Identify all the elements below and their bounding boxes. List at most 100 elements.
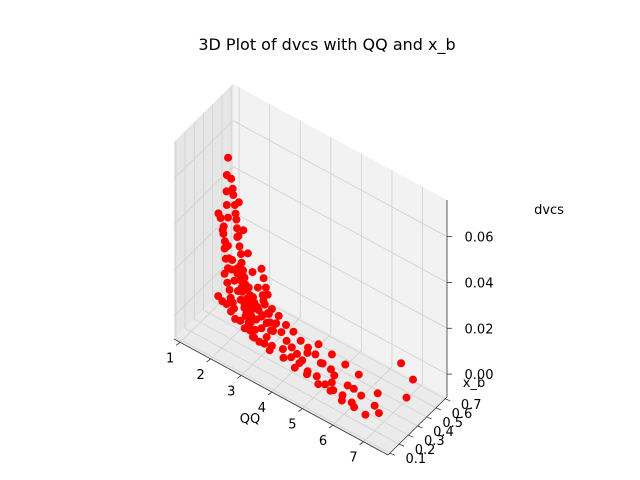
x-tick-mark xyxy=(298,408,303,412)
data-point xyxy=(278,345,287,354)
data-point xyxy=(233,233,242,241)
x-tick-label: 5 xyxy=(288,418,296,433)
data-point xyxy=(263,290,272,299)
data-point xyxy=(266,318,274,327)
data-point xyxy=(287,343,296,352)
data-point xyxy=(237,250,245,259)
y-tick-label: 0.2 xyxy=(415,443,436,458)
x-tick-mark xyxy=(237,375,242,379)
data-point xyxy=(253,283,262,292)
data-point xyxy=(303,348,312,357)
back-pane xyxy=(233,84,447,397)
data-point xyxy=(248,268,257,277)
data-point xyxy=(247,311,256,320)
data-point xyxy=(242,285,251,294)
data-point xyxy=(228,256,237,264)
data-point xyxy=(233,224,241,233)
data-point xyxy=(223,278,232,287)
data-point xyxy=(224,153,233,162)
z-axis-label: dvcs xyxy=(534,203,564,218)
data-point xyxy=(236,316,245,325)
z-gridline xyxy=(232,120,448,238)
data-point xyxy=(269,327,278,336)
z-tick-label: 0.04 xyxy=(465,276,494,291)
data-point xyxy=(326,365,335,374)
z-gridline xyxy=(173,120,234,179)
data-point xyxy=(260,339,269,348)
z-gridline xyxy=(173,257,234,317)
y-tick-mark xyxy=(435,407,442,411)
data-point xyxy=(224,213,232,222)
data-point xyxy=(257,324,266,333)
data-point xyxy=(227,307,235,316)
data-point xyxy=(229,191,238,199)
y-tick-mark xyxy=(445,398,451,402)
data-point xyxy=(327,350,336,359)
data-point xyxy=(314,340,323,349)
z-gridline xyxy=(232,257,448,375)
y-tick-label: 0.7 xyxy=(461,398,482,413)
y-tick-mark xyxy=(398,443,405,447)
data-point xyxy=(347,398,356,407)
x-tick-label: 1 xyxy=(166,351,174,366)
data-point xyxy=(370,401,379,410)
data-point xyxy=(316,359,325,367)
x-tick-mark xyxy=(267,391,273,396)
data-point xyxy=(272,319,281,328)
y-gridline xyxy=(175,336,391,454)
data-point xyxy=(402,393,411,402)
data-point xyxy=(239,272,248,281)
data-point xyxy=(257,264,266,273)
z-gridline xyxy=(173,211,234,271)
data-point xyxy=(218,226,227,234)
data-point xyxy=(265,346,274,355)
data-point xyxy=(374,409,383,418)
chart-title: 3D Plot of dvcs with QQ and x_b xyxy=(198,35,455,55)
data-point xyxy=(239,226,248,235)
data-point xyxy=(409,375,417,384)
y-tick-label: 0.6 xyxy=(452,407,473,422)
z-tick-label: 0.06 xyxy=(465,231,494,246)
data-point xyxy=(244,318,253,327)
data-point xyxy=(246,305,255,314)
data-point xyxy=(260,300,269,309)
data-point xyxy=(343,381,352,390)
data-point xyxy=(222,300,231,308)
data-point xyxy=(330,371,339,380)
y-tick-mark xyxy=(426,416,432,420)
x-tick-mark xyxy=(175,341,181,346)
x-axis-line xyxy=(173,338,389,456)
y-tick-mark xyxy=(417,425,423,429)
y-tick-label: 0.3 xyxy=(424,434,445,449)
data-point xyxy=(287,353,296,362)
y-tick-label: 0.1 xyxy=(406,452,427,467)
x-tick-label: 3 xyxy=(227,384,235,399)
y-tick-mark xyxy=(389,452,395,456)
data-point xyxy=(296,336,305,345)
y-gridline xyxy=(194,318,409,436)
x-tick-label: 7 xyxy=(349,451,357,466)
data-point xyxy=(289,327,298,336)
y-gridline xyxy=(184,327,400,445)
y-axis-label: x_b xyxy=(463,376,485,391)
data-point xyxy=(220,269,229,278)
data-point xyxy=(230,276,239,285)
data-point xyxy=(235,242,244,251)
data-point xyxy=(314,380,323,389)
x-tick-mark xyxy=(359,441,364,446)
x-tick-mark xyxy=(206,358,211,363)
data-point xyxy=(311,350,320,359)
x-axis-label: QQ xyxy=(240,412,260,427)
data-point xyxy=(253,302,262,311)
data-point xyxy=(293,349,301,358)
x-tick-label: 2 xyxy=(197,368,205,383)
data-point xyxy=(357,391,366,400)
data-point xyxy=(243,249,252,258)
data-point xyxy=(397,359,406,368)
data-point xyxy=(282,336,291,345)
data-point xyxy=(232,215,241,224)
data-point xyxy=(214,209,223,218)
tick-labels: 1 2 3 4 5 6 7 0.10.20.30.40.50.60.7 0.00 0.02 0.04… xyxy=(166,231,494,468)
